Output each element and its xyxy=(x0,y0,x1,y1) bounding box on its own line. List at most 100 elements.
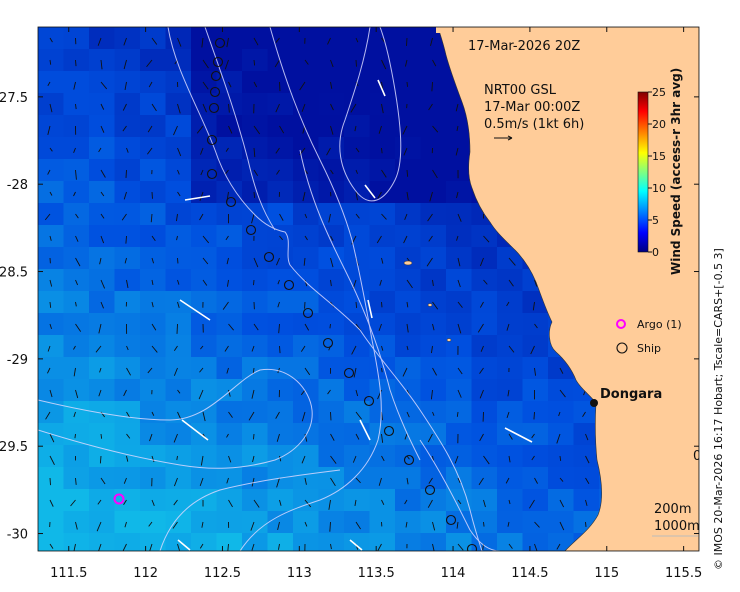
wind-speed-cell xyxy=(293,467,319,490)
wind-speed-cell xyxy=(446,511,472,534)
wind-arrow xyxy=(302,191,306,202)
wind-speed-cell xyxy=(38,71,64,94)
wind-speed-cell xyxy=(38,511,64,534)
wind-speed-cell xyxy=(446,137,472,160)
wind-arrow xyxy=(251,477,255,487)
wind-speed-cell xyxy=(114,445,141,468)
wind-speed-cell xyxy=(63,115,90,138)
wind-speed-cell xyxy=(89,203,115,226)
wind-arrow xyxy=(149,543,153,551)
wind-speed-cell xyxy=(395,181,421,204)
wind-arrow xyxy=(381,367,383,373)
wind-speed-cell xyxy=(395,269,421,292)
wind-arrow xyxy=(100,81,108,90)
wind-arrow xyxy=(228,323,234,331)
lon-tick-label: 112.5 xyxy=(204,566,241,581)
wind-speed-cell xyxy=(293,27,319,50)
wind-arrow xyxy=(251,345,255,352)
wind-speed-cell xyxy=(38,247,64,270)
wind-speed-cell xyxy=(471,247,498,270)
wind-speed-cell xyxy=(38,93,64,116)
wind-arrow xyxy=(146,147,153,155)
contour-label-200m: 200m xyxy=(654,502,691,517)
wind-speed-cell xyxy=(395,401,421,424)
wind-speed-cell xyxy=(522,357,549,380)
wind-speed-cell xyxy=(446,269,472,292)
wind-arrow xyxy=(479,389,484,399)
wind-arrow xyxy=(47,169,51,175)
contour-inner xyxy=(204,27,276,231)
wind-arrow xyxy=(73,81,76,90)
wind-arrow xyxy=(49,433,55,443)
wind-speed-cell xyxy=(318,93,345,116)
wind-arrow xyxy=(432,521,436,531)
wind-speed-cell xyxy=(63,71,90,94)
wind-speed-cell xyxy=(420,313,447,336)
wind-speed-cell xyxy=(114,269,141,292)
wind-arrow xyxy=(147,367,153,374)
wind-arrow xyxy=(406,191,409,200)
wind-speed-cell xyxy=(369,291,396,314)
lon-tick-label: 115 xyxy=(594,566,619,581)
wind-speed-cell xyxy=(63,313,90,336)
current-arrow xyxy=(364,184,376,199)
wind-speed-cell xyxy=(191,137,217,160)
wind-arrow xyxy=(174,477,178,487)
wind-arrow xyxy=(279,455,282,462)
ship-position-marker xyxy=(206,134,218,146)
wind-arrow xyxy=(479,257,484,267)
wind-speed-cell xyxy=(420,423,447,446)
wind-arrow xyxy=(432,279,434,287)
contour-label-1000m: 1000m xyxy=(654,519,700,534)
wind-speed-cell xyxy=(216,115,243,138)
wind-arrow xyxy=(177,169,180,175)
wind-speed-cell xyxy=(140,357,166,380)
wind-arrow xyxy=(49,59,52,65)
wind-speed-cell xyxy=(471,445,498,468)
bathymetry-contours xyxy=(38,27,501,551)
wind-speed-cell xyxy=(267,181,294,204)
longitude-axis: 111.5 112 112.5 113 113.5 114 114.5 115 115.5 xyxy=(50,27,702,581)
wind-arrow xyxy=(97,37,102,46)
wind-arrow xyxy=(97,499,102,505)
wind-speed-cell xyxy=(420,159,447,182)
wind-arrow xyxy=(177,543,180,551)
wind-speed-cell xyxy=(267,313,294,336)
current-arrow xyxy=(359,419,371,441)
wind-arrow xyxy=(559,499,565,508)
wind-arrow xyxy=(75,169,77,180)
wind-speed-cell xyxy=(420,401,447,424)
wind-speed-cell xyxy=(446,313,472,336)
wind-speed-cell xyxy=(267,159,294,182)
wind-arrow xyxy=(176,213,178,222)
current-arrow xyxy=(177,539,191,551)
wind-speed-cell xyxy=(267,137,294,160)
wind-speed-cell xyxy=(318,423,345,446)
wind-speed-cell xyxy=(242,159,268,182)
wind-speed-cell xyxy=(38,49,64,72)
ship-position-marker xyxy=(225,196,237,208)
wind-arrow xyxy=(75,323,82,332)
wind-speed-cell xyxy=(38,115,64,138)
wind-speed-cell xyxy=(165,115,192,138)
wind-speed-cell xyxy=(293,269,319,292)
wind-arrow xyxy=(403,235,408,244)
wind-arrow xyxy=(45,411,51,420)
wind-arrow xyxy=(200,345,204,350)
wind-speed-cell xyxy=(140,71,166,94)
wind-speed-cell xyxy=(191,533,217,551)
wind-speed-cell xyxy=(242,203,268,226)
wind-speed-cell xyxy=(63,423,90,446)
wind-arrow xyxy=(177,191,181,197)
wind-speed-cell xyxy=(267,93,294,116)
wind-speed-cell xyxy=(63,27,90,50)
wind-speed-cell xyxy=(318,203,345,226)
wind-speed-cell xyxy=(446,247,472,270)
wind-speed-cell xyxy=(293,533,319,551)
wind-speed-cell xyxy=(497,379,523,402)
wind-arrow xyxy=(355,411,362,420)
stray-time-label: 00Z xyxy=(693,449,719,464)
wind-speed-cell xyxy=(293,401,319,424)
wind-arrow xyxy=(279,125,285,134)
wind-arrow xyxy=(556,543,561,550)
